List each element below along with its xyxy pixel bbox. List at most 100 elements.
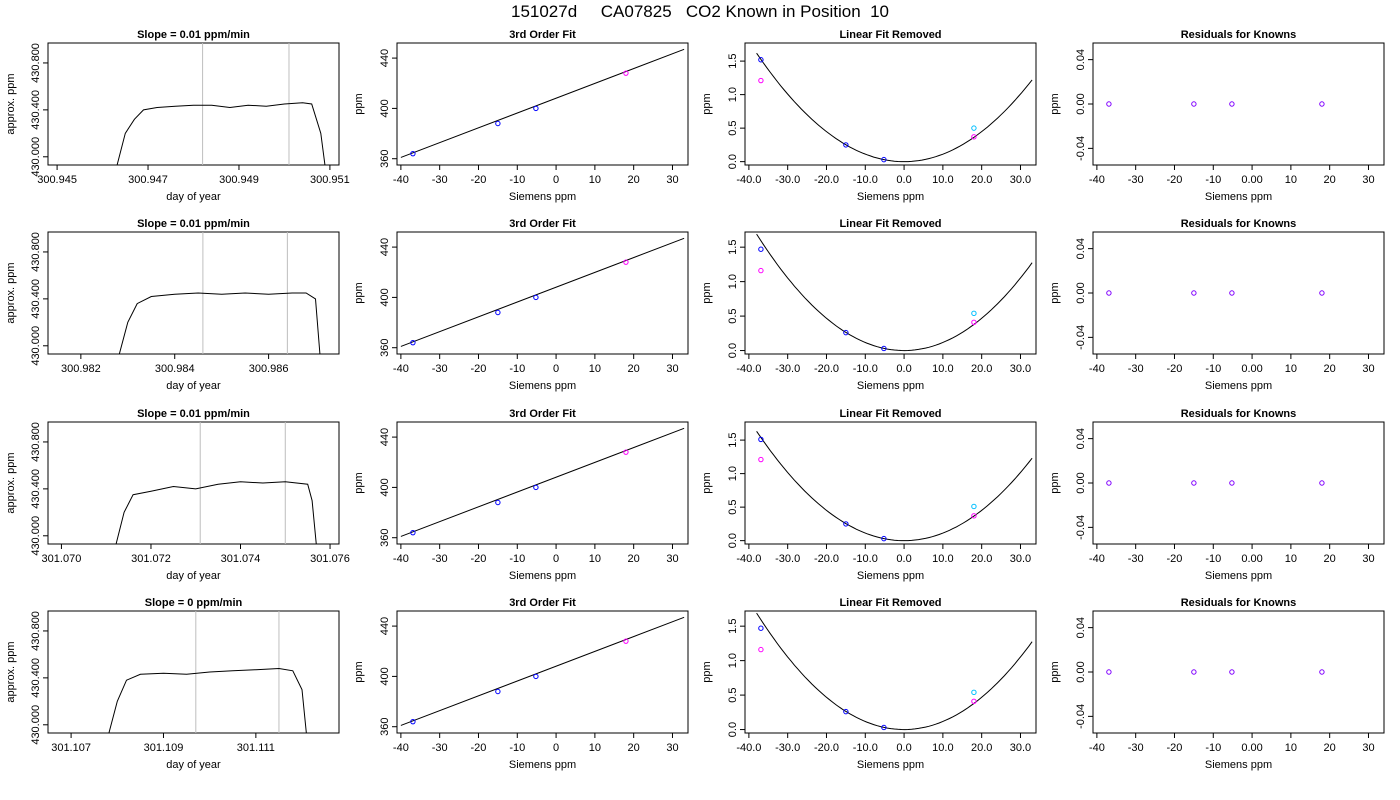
chart-panel: 3rd Order Fit -40 -30 -20 -10 0 10 20 30 360 400 44…: [353, 218, 689, 392]
chart-title: Linear Fit Removed: [839, 218, 941, 230]
plot-area: [118, 232, 321, 354]
data-point: [1191, 101, 1197, 107]
data-point: [533, 105, 539, 112]
y-axis-label: ppm: [1049, 472, 1061, 493]
data-point: [1191, 290, 1197, 296]
chart-panel: 3rd Order Fit -40 -30 -20 -10 0 10 20 30 360 400 44…: [353, 408, 689, 582]
x-tick-label: -30.0: [775, 363, 800, 375]
series-line: [116, 102, 326, 165]
plot-frame: [47, 610, 340, 734]
x-tick-label: -10: [509, 174, 525, 186]
x-tick-label: -20: [1167, 174, 1183, 186]
x-axis-label: day of year: [166, 759, 221, 771]
y-tick-label: 1.0: [727, 653, 739, 668]
chart-title: Slope = 0 ppm/min: [145, 597, 243, 609]
plot-frame: [1092, 42, 1385, 166]
plot-area: [756, 431, 1033, 542]
y-tick-label: 1.0: [727, 274, 739, 289]
x-axis-label: Siemens ppm: [1205, 380, 1272, 392]
y-tick-label: 360: [379, 339, 391, 357]
x-tick-label: -40: [1089, 553, 1105, 565]
y-tick-label: 430.800: [30, 422, 42, 462]
x-tick-label: 300.949: [219, 174, 259, 186]
y-tick-label: -0.04: [1075, 325, 1087, 350]
data-point: [1229, 101, 1235, 107]
chart-panel: Slope = 0.01 ppm/min 300.945 300.947 300.94…: [5, 29, 350, 203]
x-tick-label: -20: [471, 174, 487, 186]
plot-area: [400, 48, 685, 158]
data-point: [758, 456, 764, 463]
data-point: [881, 535, 887, 542]
x-tick-label: -30.0: [775, 742, 800, 754]
chart-title: Residuals for Knowns: [1181, 218, 1297, 230]
data-point: [971, 310, 977, 317]
x-tick-label: 30: [666, 174, 678, 186]
series-line: [118, 292, 321, 354]
chart-title: 3rd Order Fit: [509, 408, 576, 420]
chart-title: Residuals for Knowns: [1181, 29, 1297, 41]
y-tick-label: 0.0: [727, 722, 739, 737]
x-tick-label: -20: [471, 742, 487, 754]
x-tick-label: 20: [1324, 553, 1336, 565]
x-tick-label: -20.0: [814, 174, 839, 186]
chart-title: Slope = 0.01 ppm/min: [137, 408, 250, 420]
x-tick-label: 10: [589, 553, 601, 565]
x-tick-label: 10: [1285, 363, 1297, 375]
data-point: [1191, 480, 1197, 486]
x-tick-label: -10.0: [853, 553, 878, 565]
plot-area: [108, 611, 307, 733]
chart-title: Linear Fit Removed: [839, 408, 941, 420]
y-tick-label: 430.400: [30, 658, 42, 698]
x-axis-label: Siemens ppm: [1205, 759, 1272, 771]
y-tick-label: 400: [379, 99, 391, 117]
x-tick-label: 20: [628, 742, 640, 754]
data-point: [623, 638, 629, 644]
chart-panel: Slope = 0 ppm/min 301.107 301.109 301.111 43…: [5, 597, 340, 771]
x-axis-label: Siemens ppm: [509, 380, 576, 392]
y-tick-label: -0.04: [1075, 136, 1087, 161]
x-tick-label: -20: [471, 553, 487, 565]
data-point: [758, 246, 764, 252]
y-axis-label: ppm: [1049, 661, 1061, 682]
x-tick-label: 0.0: [896, 174, 911, 186]
y-axis-label: approx. ppm: [5, 452, 17, 513]
chart-panel: Linear Fit Removed -40.0 -30.0 -20.0 -10.0 0.…: [701, 597, 1037, 771]
x-tick-label: 30: [1362, 174, 1374, 186]
y-tick-label: -0.04: [1075, 704, 1087, 729]
x-tick-label: -30: [1128, 174, 1144, 186]
y-tick-label: 1.0: [727, 466, 739, 481]
x-tick-label: 30.0: [1010, 742, 1031, 754]
x-tick-label: -40: [1089, 363, 1105, 375]
plot-frame: [1092, 610, 1385, 734]
x-tick-label: 20.0: [971, 742, 992, 754]
chart-title: 3rd Order Fit: [509, 597, 576, 609]
chart-panel: Linear Fit Removed -40.0 -30.0 -20.0 -10.0 0.…: [701, 29, 1037, 203]
y-tick-label: 0.0: [727, 343, 739, 358]
x-tick-label: 0.0: [896, 363, 911, 375]
x-tick-label: -30: [1128, 553, 1144, 565]
x-tick-label: -40: [393, 174, 409, 186]
plot-frame: [47, 421, 340, 545]
y-tick-label: 360: [379, 150, 391, 168]
x-tick-label: -30: [432, 553, 448, 565]
x-tick-label: 30: [1362, 553, 1374, 565]
y-tick-label: 0.5: [727, 499, 739, 514]
y-tick-label: 360: [379, 718, 391, 736]
y-axis-label: ppm: [701, 472, 713, 493]
data-point: [1106, 101, 1112, 107]
chart-panel: Slope = 0.01 ppm/min 300.982 300.984 300.98…: [5, 218, 340, 392]
x-tick-label: -10: [509, 742, 525, 754]
x-tick-label: 20: [1324, 174, 1336, 186]
data-point: [410, 150, 416, 157]
x-axis-label: Siemens ppm: [509, 191, 576, 203]
y-tick-label: 0.04: [1075, 238, 1087, 259]
y-tick-label: 0.00: [1075, 282, 1087, 303]
x-tick-label: 0: [553, 742, 559, 754]
fit-curve: [756, 52, 1033, 163]
plot-area: [756, 52, 1033, 163]
x-tick-label: -30.0: [775, 553, 800, 565]
x-axis-label: Siemens ppm: [857, 759, 924, 771]
x-tick-label: 0.00: [1241, 363, 1262, 375]
x-tick-label: -20.0: [814, 742, 839, 754]
plot-frame: [1092, 421, 1385, 545]
